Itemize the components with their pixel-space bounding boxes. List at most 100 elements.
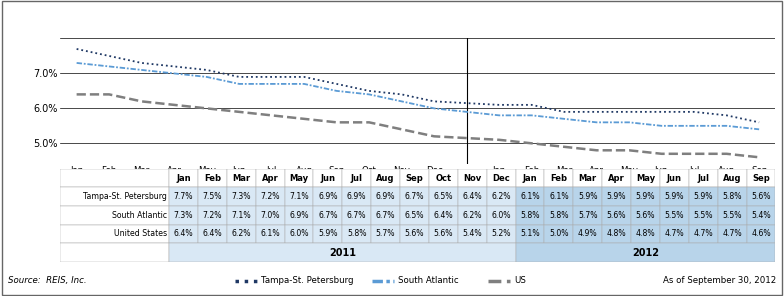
Text: 5.9%: 5.9% bbox=[607, 192, 626, 201]
Bar bbox=[602, 169, 631, 187]
Text: 7.3%: 7.3% bbox=[174, 211, 193, 220]
Text: 5.6%: 5.6% bbox=[636, 211, 655, 220]
Text: US: US bbox=[514, 276, 526, 285]
Text: 6.1%: 6.1% bbox=[260, 229, 280, 239]
Bar bbox=[573, 225, 602, 243]
Bar bbox=[544, 206, 573, 225]
Bar bbox=[169, 225, 198, 243]
Text: Mar: Mar bbox=[232, 173, 250, 183]
Bar bbox=[458, 187, 487, 206]
Text: Oct: Oct bbox=[435, 173, 452, 183]
Text: May: May bbox=[636, 173, 655, 183]
Bar bbox=[256, 225, 285, 243]
Bar bbox=[227, 169, 256, 187]
Bar bbox=[343, 169, 371, 187]
Text: United States: United States bbox=[114, 229, 167, 239]
Bar bbox=[487, 206, 516, 225]
Text: 7.3%: 7.3% bbox=[231, 192, 251, 201]
Bar bbox=[516, 243, 775, 262]
Text: 5.7%: 5.7% bbox=[578, 211, 597, 220]
Text: Aug: Aug bbox=[376, 173, 395, 183]
Text: 5.6%: 5.6% bbox=[751, 192, 771, 201]
Text: 4.9%: 4.9% bbox=[578, 229, 597, 239]
Bar bbox=[314, 187, 343, 206]
Bar bbox=[602, 225, 631, 243]
Text: 5.6%: 5.6% bbox=[405, 229, 424, 239]
Bar bbox=[227, 187, 256, 206]
Bar bbox=[487, 169, 516, 187]
Bar bbox=[689, 206, 717, 225]
Bar bbox=[544, 169, 573, 187]
Text: Jul: Jul bbox=[697, 173, 710, 183]
Bar bbox=[573, 187, 602, 206]
Text: Feb: Feb bbox=[550, 173, 568, 183]
Bar bbox=[487, 187, 516, 206]
Bar bbox=[689, 187, 717, 206]
Text: 6.9%: 6.9% bbox=[376, 192, 395, 201]
Bar bbox=[371, 187, 400, 206]
Bar bbox=[169, 243, 516, 262]
Bar bbox=[343, 187, 371, 206]
Text: Tampa-St. Petersburg: Tampa-St. Petersburg bbox=[83, 192, 167, 201]
Bar bbox=[60, 243, 169, 262]
Bar bbox=[400, 225, 429, 243]
Bar bbox=[198, 206, 227, 225]
Bar bbox=[573, 169, 602, 187]
Text: 6.4%: 6.4% bbox=[174, 229, 194, 239]
Bar bbox=[285, 206, 314, 225]
Text: 5.8%: 5.8% bbox=[521, 211, 539, 220]
Text: 5.7%: 5.7% bbox=[376, 229, 395, 239]
Bar bbox=[285, 187, 314, 206]
Bar bbox=[573, 206, 602, 225]
Bar bbox=[256, 187, 285, 206]
Bar bbox=[660, 169, 689, 187]
Text: Jan: Jan bbox=[176, 173, 191, 183]
Bar bbox=[227, 206, 256, 225]
Text: 5.1%: 5.1% bbox=[520, 229, 539, 239]
Bar bbox=[198, 225, 227, 243]
Bar bbox=[60, 206, 169, 225]
Bar bbox=[169, 169, 198, 187]
Bar bbox=[256, 206, 285, 225]
Bar bbox=[717, 206, 746, 225]
Text: 6.9%: 6.9% bbox=[289, 211, 309, 220]
Text: 6.4%: 6.4% bbox=[434, 211, 453, 220]
Bar bbox=[746, 187, 775, 206]
Bar bbox=[458, 206, 487, 225]
Text: 4.7%: 4.7% bbox=[693, 229, 713, 239]
Text: Sep: Sep bbox=[405, 173, 423, 183]
Bar bbox=[371, 169, 400, 187]
Bar bbox=[602, 187, 631, 206]
Text: Feb: Feb bbox=[204, 173, 221, 183]
Text: 4.6%: 4.6% bbox=[751, 229, 771, 239]
Text: 5.9%: 5.9% bbox=[318, 229, 338, 239]
Bar bbox=[458, 169, 487, 187]
Text: Sep: Sep bbox=[752, 173, 770, 183]
Text: MONTHLY METRO VACANCY RATE TRENDS: MONTHLY METRO VACANCY RATE TRENDS bbox=[8, 11, 299, 24]
Text: 6.1%: 6.1% bbox=[549, 192, 568, 201]
Bar bbox=[516, 187, 544, 206]
Bar bbox=[660, 187, 689, 206]
Bar bbox=[343, 225, 371, 243]
Text: 6.5%: 6.5% bbox=[434, 192, 453, 201]
Bar bbox=[400, 187, 429, 206]
Bar bbox=[314, 169, 343, 187]
Bar bbox=[544, 187, 573, 206]
Bar bbox=[343, 206, 371, 225]
Text: 5.4%: 5.4% bbox=[751, 211, 771, 220]
Text: 6.4%: 6.4% bbox=[202, 229, 222, 239]
Text: 4.8%: 4.8% bbox=[636, 229, 655, 239]
Text: Jul: Jul bbox=[350, 173, 363, 183]
Text: 7.2%: 7.2% bbox=[202, 211, 222, 220]
Text: 6.4%: 6.4% bbox=[463, 192, 482, 201]
Text: 5.0%: 5.0% bbox=[549, 229, 568, 239]
Bar bbox=[631, 187, 660, 206]
Bar bbox=[631, 169, 660, 187]
Text: 5.6%: 5.6% bbox=[434, 229, 453, 239]
Bar bbox=[314, 225, 343, 243]
Text: Nov: Nov bbox=[463, 173, 481, 183]
Text: 5.5%: 5.5% bbox=[665, 211, 684, 220]
Bar bbox=[256, 169, 285, 187]
Text: 5.9%: 5.9% bbox=[636, 192, 655, 201]
Text: Mar: Mar bbox=[579, 173, 597, 183]
